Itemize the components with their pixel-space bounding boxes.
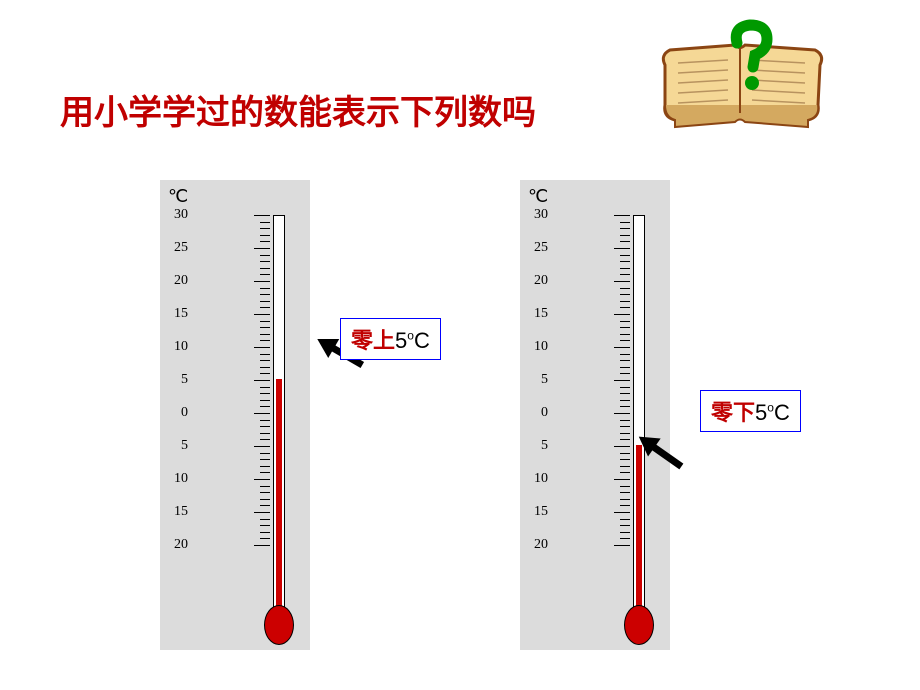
tick-label: 20 xyxy=(518,273,548,289)
tube-left xyxy=(273,215,285,610)
tick-label: 15 xyxy=(158,504,188,520)
tick-label: 20 xyxy=(518,537,548,553)
bulb-left xyxy=(264,605,294,645)
thermometer-right: ℃ 3025201510505101520 xyxy=(520,180,670,650)
label-num: 5 xyxy=(395,328,407,353)
label-num: 5 xyxy=(755,400,767,425)
tube-right xyxy=(633,215,645,610)
tick-label: 25 xyxy=(158,240,188,256)
label-c: C xyxy=(774,400,790,425)
label-c: C xyxy=(414,328,430,353)
tick-label: 15 xyxy=(158,306,188,322)
label-deg: o xyxy=(407,329,414,343)
tick-label: 25 xyxy=(518,240,548,256)
tick-label: 10 xyxy=(518,471,548,487)
tick-label: 15 xyxy=(518,504,548,520)
label-red-text: 零上 xyxy=(351,328,395,353)
tick-label: 30 xyxy=(158,207,188,223)
tick-label: 0 xyxy=(518,405,548,421)
tick-label: 10 xyxy=(158,471,188,487)
tick-label: 20 xyxy=(158,273,188,289)
label-red-text: 零下 xyxy=(711,400,755,425)
tick-label: 5 xyxy=(518,438,548,454)
tick-label: 10 xyxy=(518,339,548,355)
label-deg: o xyxy=(767,401,774,415)
tick-label: 5 xyxy=(158,438,188,454)
unit-label: ℃ xyxy=(168,186,188,207)
label-above-zero: 零上5oC xyxy=(340,318,441,360)
mercury-left xyxy=(276,379,282,609)
tick-label: 10 xyxy=(158,339,188,355)
book-question-icon xyxy=(650,10,830,130)
tick-label: 5 xyxy=(158,372,188,388)
tick-label: 0 xyxy=(158,405,188,421)
tick-label: 15 xyxy=(518,306,548,322)
scale-left: 3025201510505101520 xyxy=(195,215,270,615)
unit-label: ℃ xyxy=(528,186,548,207)
thermometer-left: ℃ 3025201510505101520 xyxy=(160,180,310,650)
tick-label: 20 xyxy=(158,537,188,553)
label-below-zero: 零下5oC xyxy=(700,390,801,432)
arrow-right xyxy=(630,430,700,480)
tick-label: 30 xyxy=(518,207,548,223)
bulb-right xyxy=(624,605,654,645)
page-title: 用小学学过的数能表示下列数吗 xyxy=(60,85,536,134)
scale-right: 3025201510505101520 xyxy=(555,215,630,615)
tick-label: 5 xyxy=(518,372,548,388)
